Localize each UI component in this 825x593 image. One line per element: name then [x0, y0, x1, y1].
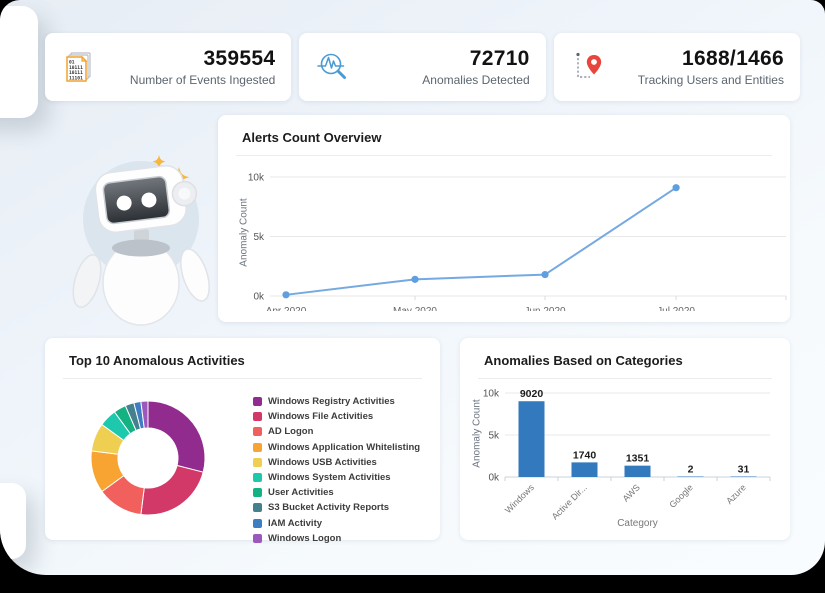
legend-item[interactable]: IAM Activity — [253, 518, 420, 529]
legend-swatch — [253, 518, 262, 528]
icon-binary-line: 11101 — [69, 75, 83, 81]
alerts-count-overview-card: Alerts Count Overview Anomaly Count 0k 5k… — [218, 115, 790, 322]
legend-label: Windows File Activities — [268, 411, 374, 423]
data-point[interactable] — [411, 275, 419, 283]
categories-bar-chart: 0k 5k 10k 9020 Windows 1740 Active Dir... 1351 A… — [483, 388, 771, 529]
x-axis-label: Azure — [724, 482, 748, 506]
events-ingested-label: Number of Events Ingested — [129, 73, 276, 88]
activities-legend: Windows Registry Activities Windows File … — [253, 396, 420, 544]
tracking-users-label: Tracking Users and Entities — [637, 73, 784, 88]
divider — [236, 155, 772, 156]
top-anomalous-activities-card: Top 10 Anomalous Activities Windows Regi… — [45, 338, 440, 544]
legend-label: IAM Activity — [268, 517, 323, 529]
bar-value-label: 31 — [738, 464, 750, 476]
stat-card-anomalies-detected: 72710 Anomalies Detected — [299, 33, 546, 101]
data-point[interactable] — [282, 291, 290, 299]
y-tick-label: 0k — [253, 292, 265, 303]
legend-label: S3 Bucket Activity Reports — [268, 502, 390, 514]
bar-value-label: 1740 — [573, 449, 597, 461]
legend-item[interactable]: Windows Logon — [253, 533, 420, 544]
legend-swatch — [253, 412, 262, 422]
y-tick-label: 10k — [483, 389, 500, 400]
dashboard-page: 01 10111 10111 11101 359554 Number of Ev… — [0, 0, 825, 575]
bar[interactable] — [624, 465, 651, 477]
legend-item[interactable]: Windows Registry Activities — [253, 396, 420, 407]
bar-value-label: 9020 — [520, 388, 544, 400]
legend-item[interactable]: AD Logon — [253, 426, 420, 437]
y-tick-label: 5k — [253, 232, 265, 243]
legend-label: Windows System Activities — [268, 471, 391, 483]
divider — [63, 378, 422, 379]
data-point[interactable] — [541, 270, 549, 279]
anomalies-detected-label: Anomalies Detected — [422, 73, 530, 88]
divider — [478, 378, 772, 379]
alerts-line-chart: 0k 5k 10k Apr 2020 May 2020 Jun 2020 Jul 2020 — [248, 173, 787, 311]
activities-card-title: Top 10 Anomalous Activities — [69, 353, 245, 368]
bar[interactable] — [518, 401, 545, 477]
legend-item[interactable]: Windows File Activities — [253, 411, 420, 422]
x-axis-label: Active Dir... — [550, 482, 589, 521]
stat-card-tracking-users: 1688/1466 Tracking Users and Entities — [553, 33, 800, 101]
y-tick-label: 0k — [488, 473, 500, 484]
x-axis-label: Jul 2020 — [657, 306, 695, 311]
legend-swatch — [253, 488, 262, 498]
x-axis-label: AWS — [621, 482, 642, 503]
binary-documents-icon: 01 10111 10111 11101 — [66, 52, 91, 82]
robot-mascot-illustration — [72, 155, 210, 326]
line-series — [285, 186, 677, 296]
legend-label: Windows USB Activities — [268, 456, 377, 468]
stats-row: 01 10111 10111 11101 359554 Number of Ev… — [45, 33, 800, 101]
x-axis-label: Windows — [503, 482, 536, 515]
donut-slice[interactable] — [140, 400, 149, 429]
tracking-users-value: 1688/1466 — [682, 46, 784, 70]
legend-swatch — [253, 457, 262, 467]
decorative-rounded-square-bottom-left — [0, 483, 26, 559]
data-point[interactable] — [672, 184, 680, 192]
legend-label: Windows Logon — [268, 532, 342, 544]
legend-item[interactable]: Windows System Activities — [253, 472, 420, 483]
x-axis-label: Jun 2020 — [524, 306, 566, 311]
icon-binary-line: 10111 — [69, 70, 83, 76]
legend-swatch — [253, 472, 262, 482]
x-axis-label: Google — [667, 482, 695, 510]
legend-label: Windows Registry Activities — [268, 396, 395, 407]
legend-item[interactable]: User Activities — [253, 487, 420, 498]
x-axis-label: May 2020 — [393, 306, 437, 311]
bar[interactable] — [571, 462, 598, 477]
legend-swatch — [253, 397, 262, 406]
anomalies-detected-value: 72710 — [469, 46, 530, 70]
legend-swatch — [253, 442, 262, 452]
alerts-card-title: Alerts Count Overview — [242, 130, 382, 145]
bar[interactable] — [730, 476, 757, 478]
legend-label: AD Logon — [268, 426, 314, 438]
legend-item[interactable]: S3 Bucket Activity Reports — [253, 502, 420, 513]
y-tick-label: 10k — [248, 173, 265, 184]
stat-card-events-ingested: 01 10111 10111 11101 359554 Number of Ev… — [45, 33, 292, 101]
y-tick-label: 5k — [488, 431, 500, 442]
decorative-rounded-square-top-left — [0, 6, 38, 118]
legend-item[interactable]: Windows Application Whitelisting — [253, 442, 420, 453]
x-axis-label: Apr 2020 — [266, 306, 307, 311]
legend-swatch — [253, 427, 262, 437]
legend-label: User Activities — [268, 487, 334, 499]
anomalies-categories-card: Anomalies Based on Categories Anomaly Co… — [460, 338, 790, 540]
categories-card-title: Anomalies Based on Categories — [484, 353, 683, 368]
icon-binary-line: 01 — [69, 60, 75, 66]
legend-label: Windows Application Whitelisting — [268, 441, 421, 453]
legend-swatch — [253, 503, 262, 513]
icon-binary-line: 10111 — [69, 65, 83, 71]
donut-slice[interactable] — [140, 464, 204, 516]
legend-swatch — [253, 533, 262, 543]
donut-slice[interactable] — [147, 400, 206, 473]
events-ingested-value: 359554 — [203, 46, 276, 70]
legend-item[interactable]: Windows USB Activities — [253, 457, 420, 468]
bar-value-label: 2 — [688, 464, 694, 476]
bar[interactable] — [677, 476, 704, 478]
activities-donut-chart — [90, 400, 206, 516]
bar-value-label: 1351 — [626, 453, 650, 465]
x-axis-title: Category — [617, 518, 658, 529]
anomaly-search-icon — [317, 53, 347, 79]
tracking-pin-icon — [576, 52, 601, 78]
